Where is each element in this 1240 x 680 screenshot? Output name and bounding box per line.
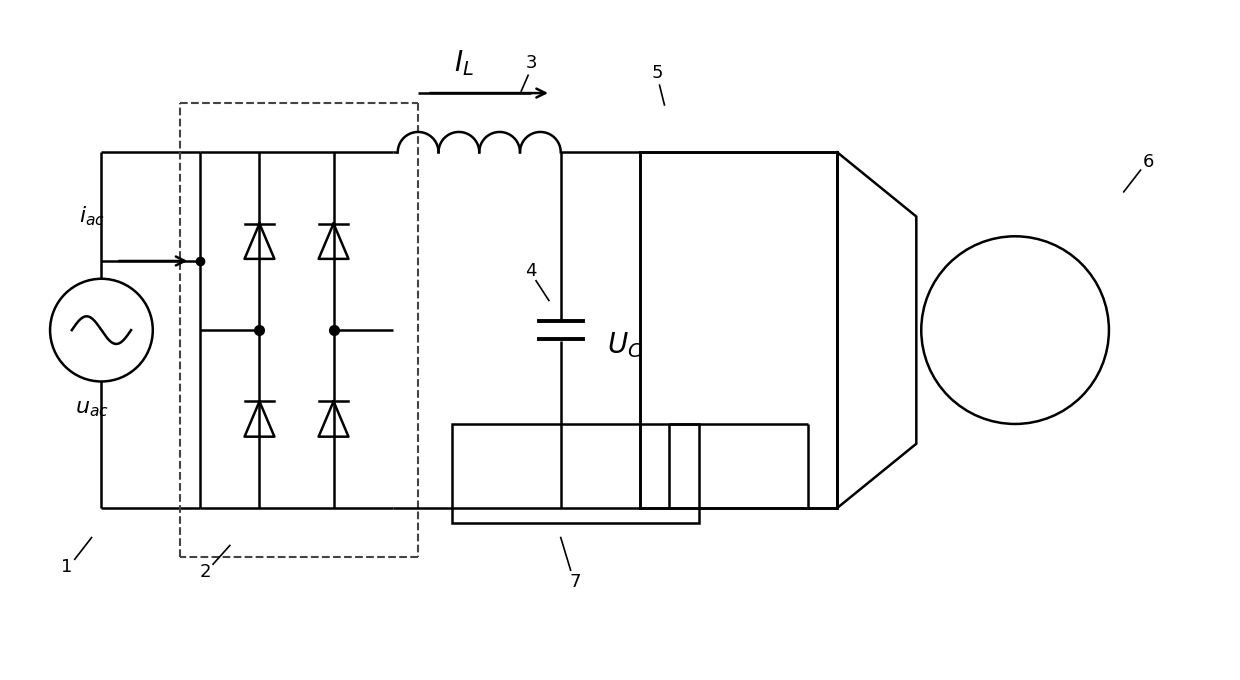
Text: 5: 5 bbox=[652, 65, 663, 82]
Text: $u_{ac}$: $u_{ac}$ bbox=[74, 399, 109, 419]
Text: 2: 2 bbox=[200, 563, 211, 581]
Bar bbox=[640, 152, 837, 508]
Text: 6: 6 bbox=[1143, 153, 1154, 171]
Text: $\mathit{I}_L$: $\mathit{I}_L$ bbox=[455, 48, 475, 78]
Text: 3: 3 bbox=[526, 54, 537, 73]
Text: 7: 7 bbox=[570, 573, 582, 591]
Text: 1: 1 bbox=[61, 558, 73, 576]
Text: $i_{ac}$: $i_{ac}$ bbox=[78, 205, 104, 228]
Text: 4: 4 bbox=[526, 262, 537, 280]
Text: $\mathit{U}_C$: $\mathit{U}_C$ bbox=[608, 330, 642, 360]
Bar bbox=[453, 424, 699, 523]
